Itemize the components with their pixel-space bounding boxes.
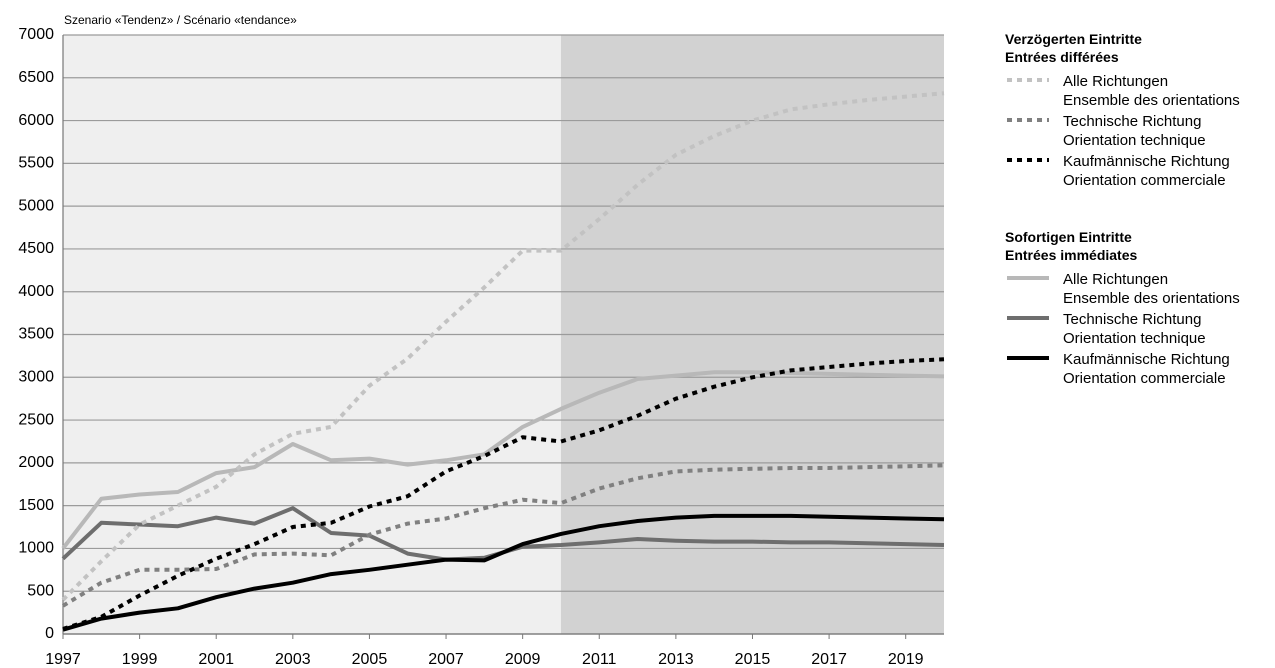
- legend-label: Technische Richtung Orientation technique: [1063, 113, 1206, 149]
- series-line-1: [61, 463, 945, 608]
- legend-group-title-de: Verzögerten Eintritte: [1005, 31, 1142, 47]
- legend-label: Alle Richtungen Ensemble des orientations: [1063, 73, 1240, 109]
- legend-group-title: Verzögerten Eintritte Entrées différées: [1005, 30, 1273, 66]
- legend-label: Alle Richtungen Ensemble des orientations: [1063, 271, 1240, 307]
- y-tick-label: 4000: [18, 283, 54, 300]
- legend-item: Alle Richtungen Ensemble des orientations: [1005, 270, 1273, 308]
- y-tick-label: 3000: [18, 369, 54, 386]
- legend-item: Kaufmännische Richtung Orientation commer…: [1005, 152, 1273, 190]
- legend-group-title-fr: Entrées différées: [1005, 49, 1119, 65]
- legend-group-title-de: Sofortigen Eintritte: [1005, 229, 1132, 245]
- x-tick-label: 2003: [275, 651, 311, 668]
- y-tick-label: 500: [27, 582, 54, 599]
- y-tick-label: 2000: [18, 454, 54, 471]
- legend-group-title: Sofortigen Eintritte Entrées immédiates: [1005, 228, 1273, 264]
- x-tick-label: 2011: [582, 651, 617, 668]
- x-tick-label: 2007: [428, 651, 464, 668]
- legend-group-immediate: Sofortigen Eintritte Entrées immédiates …: [1005, 228, 1273, 388]
- legend-swatch: [1007, 78, 1049, 82]
- x-tick-label: 1999: [122, 651, 158, 668]
- x-tick-label: 2005: [352, 651, 388, 668]
- legend-label: Technische Richtung Orientation technique: [1063, 311, 1206, 347]
- legend-swatch: [1007, 276, 1049, 280]
- y-tick-label: 2500: [18, 411, 54, 428]
- legend-swatch: [1007, 158, 1049, 162]
- legend-label: Kaufmännische Richtung Orientation commer…: [1063, 153, 1230, 189]
- series-line-0: [61, 91, 945, 602]
- y-tick-label: 5000: [18, 197, 54, 214]
- legend-swatch: [1007, 316, 1049, 320]
- y-tick-label: 1500: [18, 497, 54, 514]
- legend-swatch: [1007, 118, 1049, 122]
- chart-subtitle: Szenario «Tendenz» / Scénario «tendance»: [64, 13, 297, 27]
- legend-item: Technische Richtung Orientation technique: [1005, 112, 1273, 150]
- x-tick-label: 2019: [888, 651, 924, 668]
- legend-group-deferred: Verzögerten Eintritte Entrées différées …: [1005, 30, 1273, 190]
- series-line-3: [61, 370, 945, 550]
- x-tick-label: 2015: [735, 651, 771, 668]
- y-tick-label: 6000: [18, 112, 54, 129]
- legend-item: Alle Richtungen Ensemble des orientations: [1005, 72, 1273, 110]
- y-tick-label: 4500: [18, 240, 54, 257]
- y-tick-label: 7000: [18, 26, 54, 43]
- legend-group-title-fr: Entrées immédiates: [1005, 247, 1138, 263]
- x-tick-label: 2001: [198, 651, 234, 668]
- series-line-2: [62, 357, 945, 631]
- x-tick-label: 2013: [658, 651, 694, 668]
- x-tick-label: 2009: [505, 651, 541, 668]
- legend-label: Kaufmännische Richtung Orientation commer…: [1063, 351, 1230, 387]
- legend: Verzögerten Eintritte Entrées différées …: [1005, 30, 1273, 406]
- y-tick-label: 0: [45, 625, 54, 642]
- legend-swatch: [1007, 356, 1049, 360]
- series-line-5: [62, 513, 945, 632]
- x-tick-label: 2017: [811, 651, 847, 668]
- y-tick-label: 1000: [18, 540, 54, 557]
- y-tick-label: 3500: [18, 326, 54, 343]
- x-tick-label: 1997: [45, 651, 81, 668]
- legend-item: Kaufmännische Richtung Orientation commer…: [1005, 350, 1273, 388]
- y-tick-label: 6500: [18, 69, 54, 86]
- legend-item: Technische Richtung Orientation technique: [1005, 310, 1273, 348]
- y-tick-label: 5500: [18, 155, 54, 172]
